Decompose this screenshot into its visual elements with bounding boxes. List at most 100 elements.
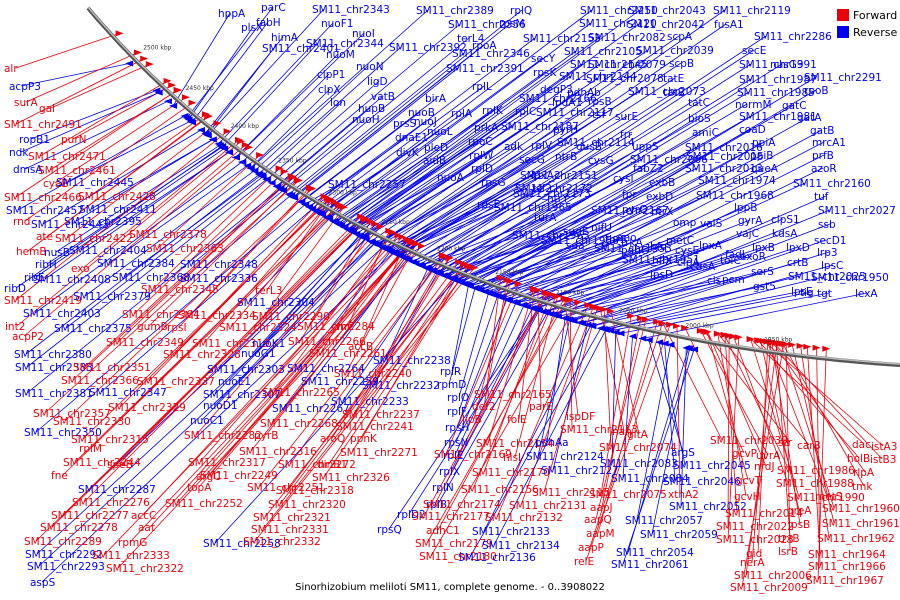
gene-label: SM11_chr2348 (180, 259, 258, 271)
gene-label: secY (531, 53, 556, 65)
gene-arrow (720, 331, 729, 338)
gene-label: SM11_chr2251 (247, 482, 325, 494)
gene-label: SM11_chr2172 (515, 183, 593, 195)
gene-arrow (638, 335, 647, 342)
gene-leader (289, 255, 445, 465)
gene-label: divK (396, 147, 420, 159)
gene-arrow (601, 326, 610, 333)
gene-leader (299, 223, 376, 342)
gene-label: SM11_chr2136 (458, 552, 536, 564)
gene-label: SM11_chr2075 (589, 489, 667, 501)
gene-label: topA (187, 482, 212, 494)
gene-label: bioS (688, 113, 711, 125)
gene-label: vajC (736, 228, 759, 240)
gene-arrow (250, 168, 259, 174)
gene-label: SM11_chr2232 (362, 380, 440, 392)
gene-arrow (267, 179, 276, 186)
gene-leader (432, 158, 643, 272)
gene-arrow (628, 333, 637, 340)
gene-label: nrdJ (754, 461, 775, 473)
gene-label: rplC (515, 106, 536, 118)
gene-label: SM11_chr2366 (61, 375, 139, 387)
gene-label: SM11_chr2061 (611, 559, 689, 571)
gene-label: SM11_chr2259 (301, 376, 379, 388)
gene-leader (83, 219, 367, 503)
gene-leader (620, 292, 830, 334)
gene-leader (242, 73, 330, 163)
gene-leader (622, 349, 695, 565)
gene-label: gcvT (736, 475, 762, 487)
gene-arrow (476, 286, 485, 293)
gene-label: SM11_chr2319 (192, 338, 270, 350)
gene-label: ppiA (752, 137, 776, 149)
gene-label: lrp3 (817, 247, 838, 259)
gene-arrow (370, 240, 379, 247)
gene-leader (622, 336, 633, 479)
gene-arrow (408, 238, 417, 245)
gene-arrow (154, 89, 163, 96)
gene-arrow (553, 313, 562, 320)
gene-label: rplA (451, 108, 473, 120)
gene-leader (20, 63, 130, 87)
gene-label: SM11_chr2016 (685, 142, 763, 154)
gene-label: lipB (462, 414, 482, 426)
gene-leader (290, 9, 523, 197)
gene-arrow (470, 264, 479, 271)
gene-label: rpoB (804, 85, 829, 97)
gene-label: gcvH (734, 491, 761, 503)
gene-leader (399, 77, 676, 257)
gene-label: rpsG (481, 177, 506, 189)
gene-label: SM11_chr2346 (452, 48, 530, 60)
gene-arrow (223, 128, 232, 135)
gene-leader (300, 122, 406, 203)
gene-label: SM11_chr1968 (696, 190, 774, 202)
gene-label: kdsA (772, 228, 798, 240)
gene-arrow (666, 321, 675, 328)
gene-label: ispDF (566, 411, 595, 423)
gene-label: SM11_chr2165 (474, 389, 552, 401)
gene-label: SM11_chr2384 (97, 258, 175, 270)
gene-leader (426, 298, 568, 544)
gene-arrow (543, 310, 552, 316)
gene-label: himA (271, 32, 299, 44)
gene-arrow (502, 296, 511, 303)
gene-leader (191, 195, 291, 279)
gene-label: SM11_chr1985 (737, 87, 815, 99)
gene-arrow (627, 312, 636, 319)
gene-label: SM11_chr2276 (72, 497, 150, 509)
gene-label: scpA (667, 31, 693, 43)
gene-label: SM11_chr1962 (817, 533, 895, 545)
gene-label: ropB1 (19, 134, 50, 146)
gene-arrow (653, 318, 662, 325)
gene-arrow (203, 132, 212, 139)
gene-arrow (514, 280, 523, 287)
gene-label: ate (36, 231, 53, 243)
gene-label: nuoK1 (252, 338, 285, 350)
gene-label: SM11_chr2264 (287, 363, 365, 375)
gene-label: SM11_chr2133 (472, 526, 550, 538)
gene-label: SM11_chr2443 (31, 219, 109, 231)
gene-leader (589, 322, 663, 548)
scale-label: 2050 kbp (619, 308, 647, 315)
gene-label: SM11_chr2324 (219, 322, 297, 334)
gene-label: SM11_chr2258 (203, 538, 281, 550)
gene-arrow (308, 185, 317, 192)
gene-label: lon (330, 97, 346, 109)
gene-label: nuoI (352, 28, 375, 40)
gene-label: rpmG (118, 537, 147, 549)
gene-label: ndk (9, 147, 29, 159)
gene-label: hppA (218, 8, 246, 20)
gene-arrow (335, 221, 344, 228)
gene-label: thrS (605, 234, 627, 246)
gene-arrow (403, 236, 412, 243)
gene-leader (642, 292, 868, 339)
gene-label: SM11_chr1990 (787, 492, 865, 504)
gene-arrow (371, 220, 380, 227)
gene-leader (537, 319, 570, 457)
gene-label: aat (138, 522, 155, 534)
gene-label: SM11_chr2039 (636, 45, 714, 57)
gene-leader (524, 154, 825, 306)
gene-leader (408, 309, 539, 515)
gene-leader (450, 308, 533, 472)
gene-label: prsS (393, 118, 416, 130)
